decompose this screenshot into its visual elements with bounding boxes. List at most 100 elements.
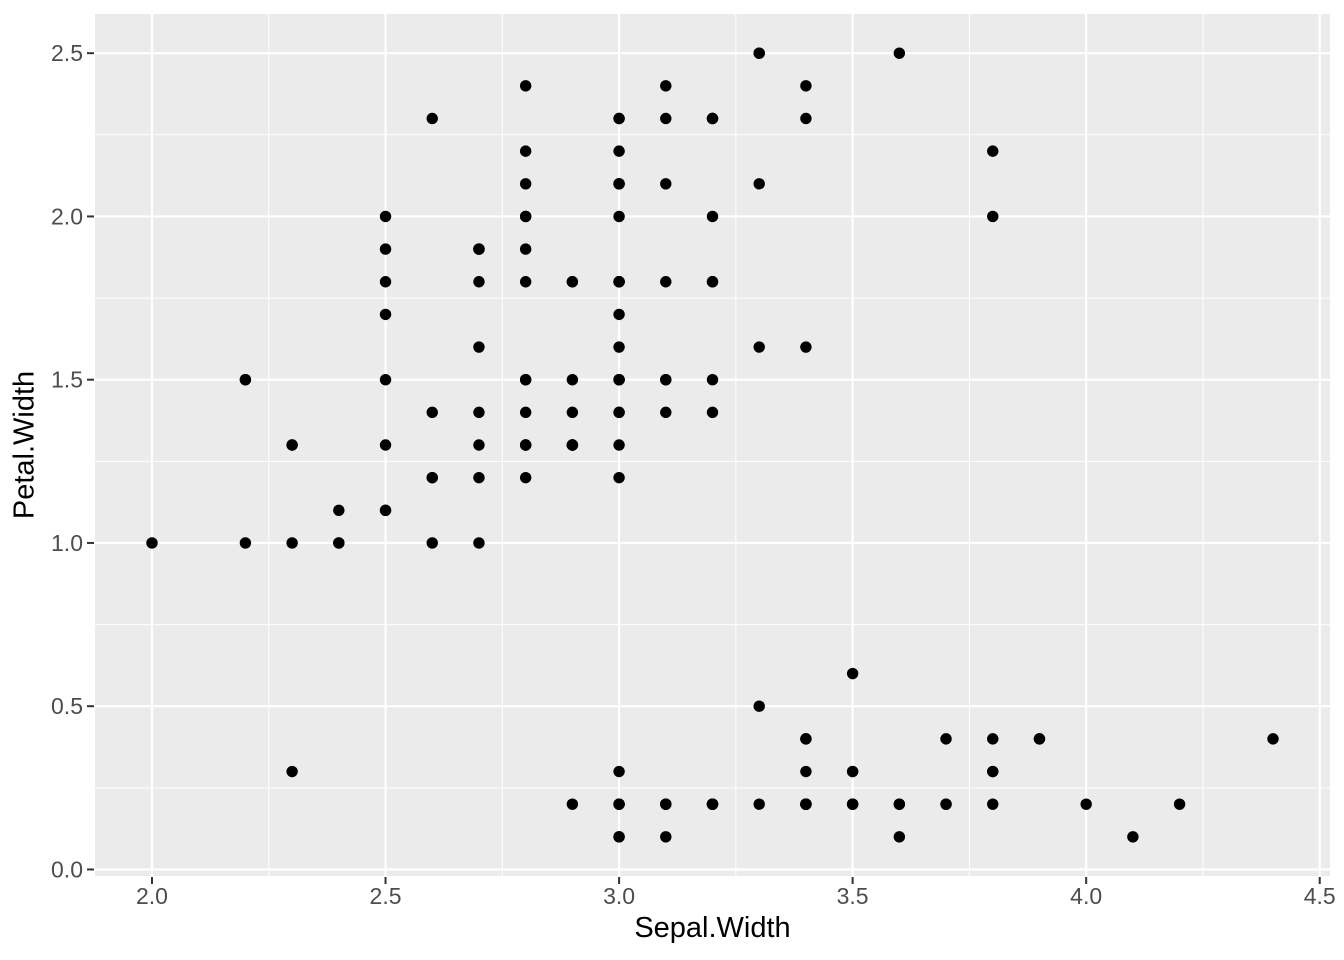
data-point [660, 178, 672, 190]
data-point [379, 243, 392, 255]
data-point [613, 373, 625, 386]
data-point [613, 406, 625, 419]
data-point [286, 537, 298, 549]
data-point [566, 439, 579, 451]
y-tick-label: 0.0 [51, 856, 83, 882]
data-point [566, 406, 579, 419]
data-point [613, 276, 625, 288]
data-point [753, 178, 765, 190]
x-tick-label: 4.5 [1304, 883, 1336, 909]
data-point [660, 112, 672, 125]
data-point [333, 537, 345, 549]
data-point [800, 798, 812, 810]
data-point [613, 308, 625, 321]
data-point [1267, 733, 1279, 745]
data-point [613, 765, 625, 778]
data-point [706, 406, 719, 419]
data-point [519, 373, 532, 386]
data-point [613, 112, 625, 125]
data-point [987, 145, 999, 157]
data-point [800, 112, 812, 125]
panel-background [95, 14, 1330, 876]
data-point [379, 210, 392, 223]
data-point [519, 145, 532, 157]
y-tick-label: 2.0 [51, 203, 83, 229]
data-point [379, 373, 392, 386]
data-point [706, 373, 719, 386]
data-point [473, 406, 485, 419]
data-point [473, 243, 485, 255]
data-point [987, 210, 999, 223]
data-point [239, 537, 252, 549]
x-tick-label: 3.5 [837, 883, 869, 909]
data-point [286, 765, 298, 778]
data-point [1127, 831, 1139, 843]
data-point [987, 798, 999, 810]
data-point [613, 439, 625, 451]
data-point [519, 178, 532, 190]
data-point [660, 276, 672, 288]
data-point [800, 80, 812, 92]
data-point [473, 537, 485, 549]
data-point [426, 471, 438, 484]
data-point [519, 243, 532, 255]
data-point [473, 276, 485, 288]
data-point [473, 471, 485, 484]
data-point [566, 276, 579, 288]
data-point [660, 80, 672, 92]
data-point [660, 831, 672, 843]
data-point [519, 276, 532, 288]
data-point [987, 765, 999, 778]
data-point [893, 47, 906, 59]
data-point [753, 798, 765, 810]
data-point [706, 276, 719, 288]
x-tick-label: 3.0 [603, 883, 635, 909]
data-point [379, 276, 392, 288]
data-point [893, 798, 906, 810]
data-point [1173, 798, 1186, 810]
y-tick-label: 1.5 [51, 367, 83, 393]
data-point [846, 667, 859, 680]
data-point [660, 373, 672, 386]
data-point [379, 439, 392, 451]
data-point [660, 406, 672, 419]
data-point [893, 831, 906, 843]
data-point [613, 471, 625, 484]
data-point [519, 471, 532, 484]
data-point [987, 733, 999, 745]
data-point [286, 439, 298, 451]
data-point [519, 210, 532, 223]
data-point [800, 765, 812, 778]
data-point [519, 80, 532, 92]
data-point [566, 798, 579, 810]
data-point [613, 798, 625, 810]
data-point [846, 765, 859, 778]
data-point [940, 733, 952, 745]
data-point [426, 537, 438, 549]
data-point [519, 406, 532, 419]
data-point [753, 700, 765, 712]
x-axis-title: Sepal.Width [634, 912, 791, 944]
data-point [660, 798, 672, 810]
data-point [379, 504, 392, 517]
data-point [706, 210, 719, 223]
data-point [566, 373, 579, 386]
x-tick-label: 2.0 [136, 883, 168, 909]
data-point [1080, 798, 1092, 810]
y-tick-label: 0.5 [51, 693, 83, 719]
x-tick-label: 2.5 [370, 883, 402, 909]
y-tick-label: 1.0 [51, 530, 83, 556]
x-tick-label: 4.0 [1070, 883, 1102, 909]
data-point [613, 341, 625, 353]
data-point [846, 798, 859, 810]
data-point [753, 47, 765, 59]
data-point [706, 112, 719, 125]
data-point [426, 112, 438, 125]
data-point [239, 373, 252, 386]
data-point [473, 341, 485, 353]
data-point [613, 210, 625, 223]
data-point [613, 178, 625, 190]
data-point [800, 341, 812, 353]
data-point [753, 341, 765, 353]
